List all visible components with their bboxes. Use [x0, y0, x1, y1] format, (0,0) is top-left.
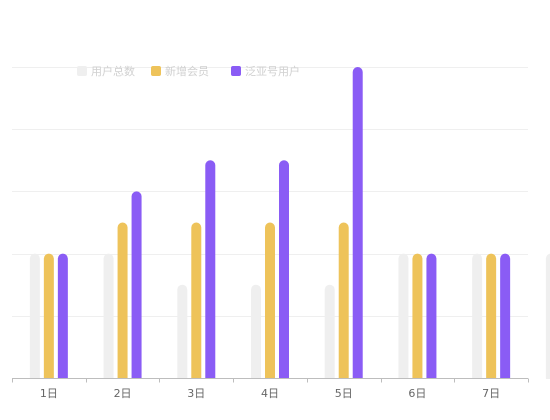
bar-new-members: [338, 222, 349, 383]
bar-total-users: [324, 284, 335, 383]
legend-label: 泛亚号用户: [245, 64, 300, 78]
x-tick-label: 1日: [40, 387, 58, 400]
bar-fanyahao-users: [57, 253, 68, 383]
x-tick-label: 2日: [114, 387, 132, 400]
bar-total-users: [177, 284, 188, 383]
bar-fanyahao-users: [131, 191, 142, 383]
bar-fanyahao-users: [426, 253, 437, 383]
legend-swatch: [231, 66, 241, 76]
x-tick-label: 4日: [261, 387, 279, 400]
bar-total-users: [398, 253, 409, 383]
x-tick-label: 6日: [408, 387, 426, 400]
bar-new-members: [117, 222, 128, 383]
bar-total-users: [29, 253, 40, 383]
legend-swatch: [151, 66, 161, 76]
legend-label: 新增会员: [165, 64, 209, 78]
bar-fanyahao-users: [279, 160, 289, 383]
x-tick-label: 3日: [187, 387, 205, 400]
bar-new-members: [43, 253, 54, 383]
bar-total-users-partial: [545, 253, 550, 383]
x-tick-label: 7日: [482, 387, 500, 400]
bar-total-users: [103, 253, 114, 383]
bar-new-members: [265, 222, 275, 383]
bar-fanyahao-users: [352, 67, 363, 383]
bar-new-members: [486, 253, 497, 383]
legend-swatch: [77, 66, 87, 76]
bar-total-users: [251, 284, 261, 383]
bar-fanyahao-users: [205, 160, 216, 383]
axis-mask: [0, 379, 550, 387]
x-tick-label: 5日: [335, 387, 353, 400]
bar-new-members: [412, 253, 423, 383]
legend-label: 用户总数: [91, 64, 135, 78]
bar-fanyahao-users: [500, 253, 511, 383]
bar-new-members: [191, 222, 202, 383]
bar-total-users: [472, 253, 483, 383]
